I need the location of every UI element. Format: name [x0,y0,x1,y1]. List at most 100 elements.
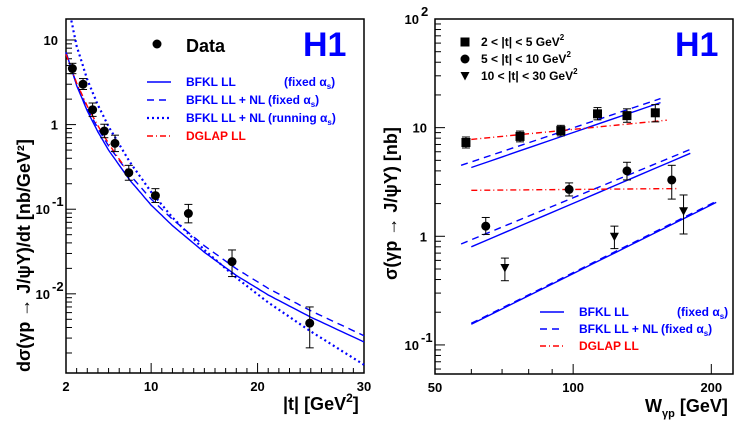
dglap-ll-curve-5-10 [471,187,679,191]
right-curves [460,97,717,325]
marker-legend-triangle [460,72,470,81]
left-x-axis-title-main: |t| [GeV [283,394,346,414]
bfkl-ll-curve-5-10 [471,152,691,248]
data-point-square [593,109,603,119]
right-legend-label: BFKL LL + NL [579,322,658,336]
left-legend-qualifier: (fixed αs) [268,93,319,109]
legend-subscript: s [327,82,332,91]
data-point-square [650,108,660,118]
marker-legend-circle [460,54,470,64]
dglap-ll-curve [65,53,131,175]
right-x-axis-title-main: W [645,396,662,416]
legend-close-paren: ) [724,305,728,319]
data-point [78,79,88,89]
data-point-triangle [500,264,510,273]
legend-qualifier-text: (fixed α [284,75,327,89]
left-x-axis-title-end: ] [353,394,359,414]
left-curves [65,20,365,366]
left-data-legend: Data [152,36,226,56]
left-legend-qualifier: (fixed αs) [284,75,335,91]
data-legend-label: Data [186,36,226,56]
right-y-tick-label: 10 [413,121,427,136]
data-point-square [461,137,471,147]
data-legend-marker [152,39,162,49]
right-x-tick-label: 100 [562,380,584,395]
data-point [88,105,98,115]
bfkl-ll-nl-fixed-curve-5-10 [460,148,691,245]
bfkl-ll-curve [65,51,365,343]
data-point [227,257,237,267]
left-plot-frame [65,18,365,374]
left-y-axis-title: dσ(γp → J/ψY)/dt [nb/GeV²] [14,139,34,372]
right-x-axis-title-sub: γp [662,408,675,420]
right-x-tick-label: 50 [428,380,442,395]
left-y-tick-label: 10 [36,202,50,217]
data-point-triangle [679,207,689,216]
data-point [305,318,315,328]
marker-legend-label: 10 < |t| < 30 GeV2 [481,67,578,83]
right-legend-qualifier: (fixed αs) [661,322,712,338]
legend-subscript: s [327,118,332,127]
data-point-triangle [609,232,619,242]
data-point-square [515,131,525,141]
bfkl-ll-nl-fixed-curve [65,52,365,337]
left-data-points [67,62,315,349]
marker-legend-sup: 2 [560,33,565,42]
data-point-circle [481,221,491,231]
left-y-tick-label: 10 [44,33,58,48]
marker-legend-sup: 2 [573,67,578,76]
marker-legend-text: 2 < |t| < 5 GeV [481,35,560,49]
bfkl-ll-curve-2-5 [471,101,661,169]
marker-legend-text: 10 < |t| < 30 GeV [481,69,573,83]
left-y-tick-exponent: -1 [52,194,64,209]
marker-legend-sup: 2 [566,50,571,59]
legend-subscript: s [704,329,709,338]
legend-qualifier-text: (fixed α [268,93,311,107]
legend-subscript: s [311,100,316,109]
marker-legend-label: 2 < |t| < 5 GeV2 [481,33,565,49]
legend-close-paren: ) [332,111,336,125]
left-y-tick-exponent: -2 [52,279,64,294]
right-x-tick-label: 200 [700,380,722,395]
right-brand-label: H1 [675,26,718,64]
left-x-tick-label: 30 [357,379,371,394]
marker-legend-label: 5 < |t| < 10 GeV2 [481,50,571,66]
left-y-tick-label: 1 [51,118,58,133]
marker-legend-text: 5 < |t| < 10 GeV [481,52,566,66]
right-y-tick-label: 10 [405,338,419,353]
right-legend-label: BFKL LL [579,305,629,319]
left-x-axis-title-sup: 2 [346,391,353,405]
bfkl-ll-nl-fixed-curve-10-30 [470,200,717,324]
right-y-tick-exponent: 2 [421,4,428,19]
data-point [99,126,109,136]
data-point [67,64,77,74]
right-plot-frame [434,18,734,375]
left-x-tick-label: 20 [250,379,264,394]
data-point-circle [622,166,632,176]
left-x-tick-label: 2 [62,379,69,394]
data-point-circle [667,175,677,185]
left-legend: BFKL LL (fixed αs)BFKL LL + NL (fixed αs)B… [147,75,336,143]
data-point [150,191,160,201]
left-x-tick-label: 10 [144,379,158,394]
legend-qualifier-text: (fixed α [661,322,704,336]
legend-close-paren: ) [331,75,335,89]
data-point [110,138,120,148]
legend-qualifier-text: (running α [268,111,328,125]
data-point-square [556,126,566,136]
right-x-axis-title-end: [GeV] [675,396,728,416]
right-y-axis-title: σ(γp → J/ψY) [nb] [381,127,401,280]
marker-legend-square [460,37,470,47]
right-data-points [461,104,689,282]
data-point [124,168,134,178]
left-legend-label: BFKL LL + NL [186,111,265,125]
right-y-tick-label: 10 [405,12,419,27]
left-x-axis-title: |t| [GeV2] [283,391,359,414]
legend-close-paren: ) [708,322,712,336]
left-legend-label: BFKL LL [186,75,236,89]
